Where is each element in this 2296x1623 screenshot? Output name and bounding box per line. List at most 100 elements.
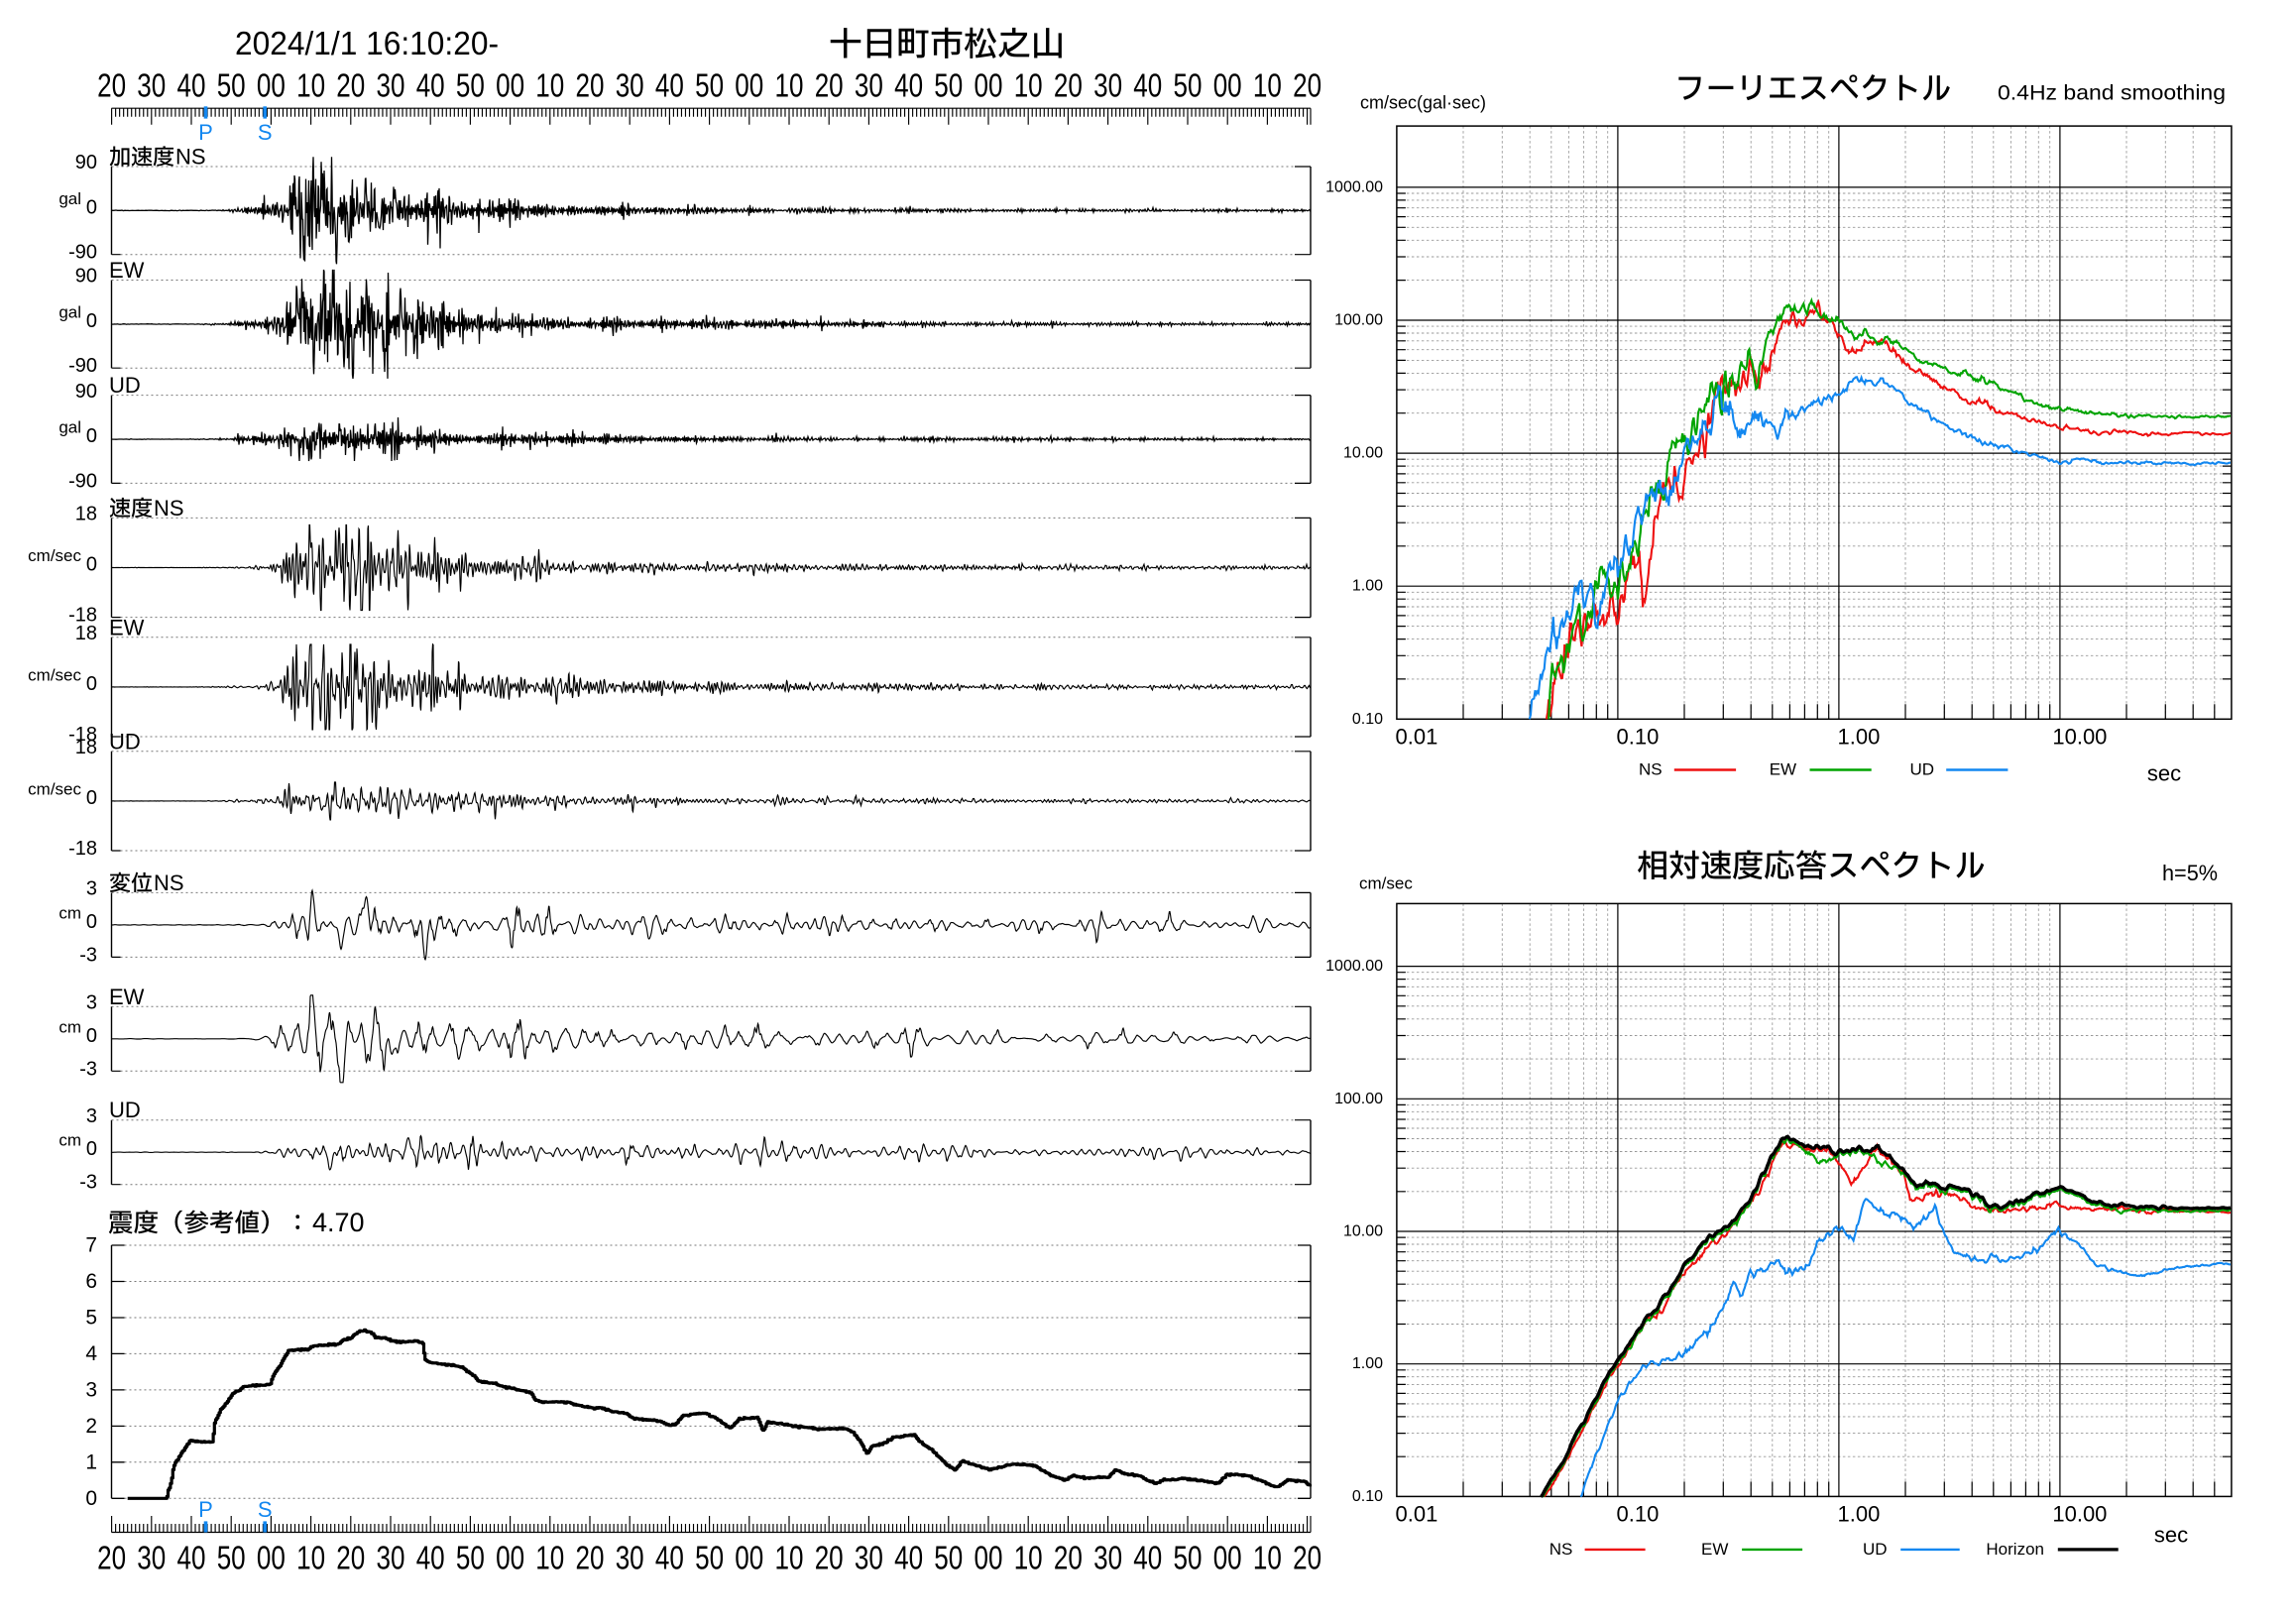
svg-text:40: 40: [1133, 67, 1162, 104]
svg-text:h=5%: h=5%: [2162, 861, 2218, 885]
svg-text:EW: EW: [1770, 760, 1796, 779]
svg-text:cm/sec: cm/sec: [28, 779, 81, 798]
svg-text:10: 10: [1014, 1540, 1043, 1576]
svg-text:2024/1/1 16:10:20-: 2024/1/1 16:10:20-: [235, 25, 499, 61]
svg-text:sec: sec: [2154, 1523, 2188, 1548]
svg-text:0.10: 0.10: [1616, 724, 1659, 749]
svg-text:0: 0: [86, 196, 97, 218]
svg-text:20: 20: [576, 1540, 605, 1576]
svg-text:7: 7: [85, 1234, 97, 1257]
svg-text:0: 0: [86, 673, 97, 695]
svg-text:UD: UD: [109, 1098, 141, 1122]
svg-text:3: 3: [86, 992, 97, 1014]
svg-text:50: 50: [456, 67, 485, 104]
svg-text:S: S: [258, 120, 273, 145]
svg-text:0: 0: [86, 1025, 97, 1047]
svg-text:20: 20: [1054, 67, 1083, 104]
svg-text:3: 3: [86, 878, 97, 900]
svg-text:20: 20: [815, 1540, 844, 1576]
svg-text:gal: gal: [58, 418, 81, 437]
svg-text:30: 30: [137, 1540, 166, 1576]
svg-text:-18: -18: [68, 724, 97, 746]
svg-text:30: 30: [616, 1540, 644, 1576]
svg-text:20: 20: [1293, 67, 1321, 104]
svg-text:50: 50: [695, 1540, 724, 1576]
svg-text:UD: UD: [109, 373, 141, 398]
svg-text:30: 30: [855, 67, 883, 104]
svg-text:18: 18: [75, 737, 97, 758]
svg-text:gal: gal: [58, 302, 81, 321]
svg-text:90: 90: [75, 381, 97, 403]
svg-text:-90: -90: [68, 470, 97, 492]
svg-text:40: 40: [894, 1540, 923, 1576]
svg-text:18: 18: [75, 623, 97, 644]
svg-text:10: 10: [1253, 67, 1282, 104]
svg-text:sec: sec: [2147, 761, 2181, 786]
svg-text:0: 0: [86, 310, 97, 332]
svg-text:4: 4: [85, 1342, 97, 1365]
svg-text:NS: NS: [154, 496, 184, 521]
svg-text:50: 50: [456, 1540, 485, 1576]
svg-text:UD: UD: [1863, 1540, 1888, 1559]
svg-text:EW: EW: [109, 258, 145, 283]
svg-text:20: 20: [1293, 1540, 1321, 1576]
svg-text:100.00: 100.00: [1334, 312, 1383, 329]
svg-text:90: 90: [75, 266, 97, 288]
svg-text:0: 0: [86, 911, 97, 933]
svg-text:30: 30: [616, 67, 644, 104]
svg-text:50: 50: [1174, 1540, 1203, 1576]
svg-text:10.00: 10.00: [1343, 1223, 1383, 1240]
svg-text:30: 30: [377, 1540, 405, 1576]
svg-text:90: 90: [75, 152, 97, 174]
svg-text:1: 1: [85, 1450, 97, 1473]
svg-text:20: 20: [1054, 1540, 1083, 1576]
svg-text:EW: EW: [109, 985, 145, 1009]
svg-text:10.00: 10.00: [2052, 1501, 2107, 1526]
svg-text:0: 0: [85, 1487, 97, 1510]
svg-text:cm/sec: cm/sec: [28, 665, 81, 684]
svg-text:-3: -3: [79, 1058, 97, 1080]
svg-text:cm: cm: [58, 1017, 81, 1036]
svg-text:-90: -90: [68, 355, 97, 377]
svg-text:00: 00: [257, 67, 286, 104]
svg-text:40: 40: [655, 1540, 684, 1576]
svg-text:NS: NS: [1550, 1540, 1573, 1559]
svg-text:10: 10: [535, 1540, 564, 1576]
svg-text:40: 40: [894, 67, 923, 104]
svg-text:20: 20: [576, 67, 605, 104]
svg-text:cm/sec: cm/sec: [28, 546, 81, 565]
svg-text:00: 00: [496, 67, 524, 104]
svg-text:-3: -3: [79, 1172, 97, 1194]
svg-text:UD: UD: [109, 729, 141, 754]
svg-text:gal: gal: [58, 189, 81, 208]
svg-text:3: 3: [86, 1105, 97, 1127]
svg-text:P: P: [198, 1497, 213, 1522]
svg-text:0.10: 0.10: [1352, 1488, 1383, 1505]
svg-text:0: 0: [86, 787, 97, 809]
svg-text:-90: -90: [68, 242, 97, 264]
svg-text:40: 40: [655, 67, 684, 104]
svg-text:10: 10: [535, 67, 564, 104]
svg-text:1000.00: 1000.00: [1325, 958, 1383, 975]
svg-text:50: 50: [695, 67, 724, 104]
svg-text:30: 30: [1093, 67, 1122, 104]
svg-text:20: 20: [336, 67, 365, 104]
svg-text:00: 00: [496, 1540, 524, 1576]
svg-text:cm: cm: [58, 903, 81, 922]
svg-text:30: 30: [137, 67, 166, 104]
svg-text:50: 50: [934, 67, 963, 104]
svg-text:NS: NS: [1639, 760, 1663, 779]
svg-text:1.00: 1.00: [1837, 724, 1880, 749]
svg-text:3: 3: [85, 1378, 97, 1401]
svg-text:1.00: 1.00: [1352, 1355, 1383, 1372]
svg-text:50: 50: [1174, 67, 1203, 104]
svg-text:00: 00: [1213, 67, 1242, 104]
svg-text:20: 20: [336, 1540, 365, 1576]
svg-text:1.00: 1.00: [1837, 1501, 1880, 1526]
svg-text:20: 20: [815, 67, 844, 104]
svg-text:4.70: 4.70: [312, 1208, 365, 1237]
svg-text:0.10: 0.10: [1352, 711, 1383, 728]
svg-text:40: 40: [177, 67, 206, 104]
svg-text:00: 00: [735, 1540, 763, 1576]
svg-text:30: 30: [855, 1540, 883, 1576]
